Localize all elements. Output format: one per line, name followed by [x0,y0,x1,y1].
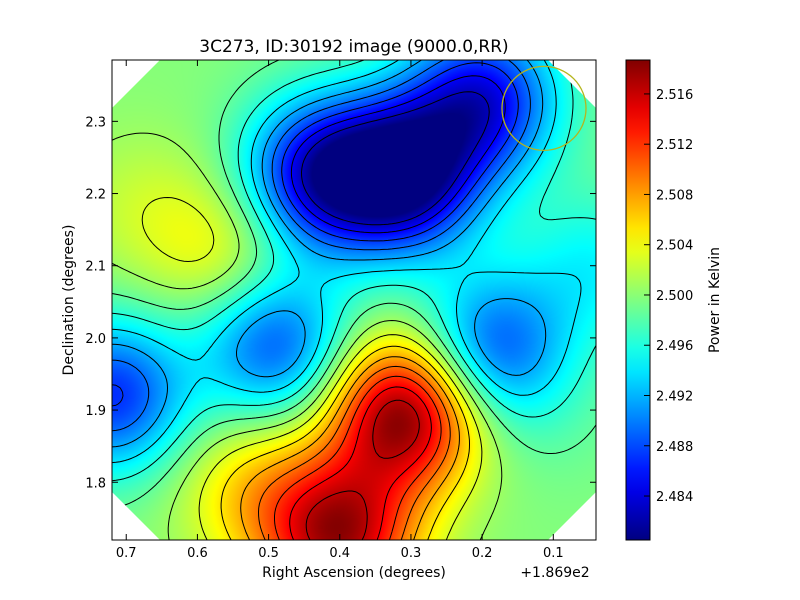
contour-level-line [112,60,582,464]
y-tick-label: 1.8 [85,476,106,491]
contour-level-line [305,399,420,540]
contour-level-line [112,60,531,432]
contour-level-line [112,60,596,509]
contour-level-line [112,60,596,482]
y-tick-label: 2.3 [85,115,106,130]
contour-level-line [289,386,432,540]
colorbar-tick-label: 2.500 [656,289,693,304]
colorbar-label: Power in Kelvin [707,247,723,353]
contour-level-line [274,375,442,540]
x-axis-offset-label: +1.869e2 [520,565,589,581]
colorbar-tick-label: 2.508 [656,188,693,203]
x-tick-label: 0.2 [472,546,493,561]
contour-lines [112,60,596,540]
contour-level-line [112,132,503,540]
contour-level-line [301,91,490,226]
colorbar-frame [625,59,651,541]
y-tick-label: 2.0 [85,332,106,347]
colorbar-tick-label: 2.484 [656,490,693,505]
contour-level-line [258,365,451,540]
x-tick-label: 0.5 [258,546,279,561]
x-tick-label: 0.1 [543,546,564,561]
contour-level-line [220,345,470,540]
y-tick-label: 2.2 [85,188,106,203]
x-tick-label: 0.3 [401,546,422,561]
x-axis-ticks: 0.7 0.6 0.5 0.4 0.3 0.2 0.1 [116,60,564,561]
colorbar-tick-label: 2.496 [656,339,693,354]
colorbar-tick-label: 2.488 [656,440,693,455]
plot-frame [111,59,597,541]
colorbar-ticks: 2.484 2.488 2.492 2.496 2.500 2.504 2.508 2.512… [644,88,693,505]
x-axis-label: Right Ascension (degrees) [262,565,446,581]
colorbar-tick-label: 2.516 [656,88,693,103]
x-tick-label: 0.6 [187,546,208,561]
colorbar-tick-label: 2.492 [656,389,693,404]
contour-level-line [141,197,483,540]
beam-circle [501,65,587,152]
contour-level-line [112,62,519,407]
x-tick-label: 0.7 [116,546,137,561]
plot-area: 0.7 0.6 0.5 0.4 0.3 0.2 0.1 1.8 1.9 2.0 2.1 2.2 2.3 [85,59,597,561]
colorbar-gradient [626,60,650,540]
colorbar-tick-label: 2.504 [656,239,693,254]
y-axis-ticks: 1.8 1.9 2.0 2.1 2.2 2.3 [85,115,596,491]
contour-level-line [112,60,547,448]
colorbar-tick-label: 2.512 [656,138,693,153]
contour-level-line [240,356,460,540]
heatmap-image [112,60,596,540]
y-tick-label: 1.9 [85,404,106,419]
colorbar: 2.484 2.488 2.492 2.496 2.500 2.504 2.508 2.512… [625,59,723,541]
x-tick-label: 0.4 [329,546,350,561]
chart-title: 3C273, ID:30192 image (9000.0,RR) [199,37,508,57]
y-tick-label: 2.1 [85,260,106,275]
y-axis-label: Declination (degrees) [61,225,77,376]
